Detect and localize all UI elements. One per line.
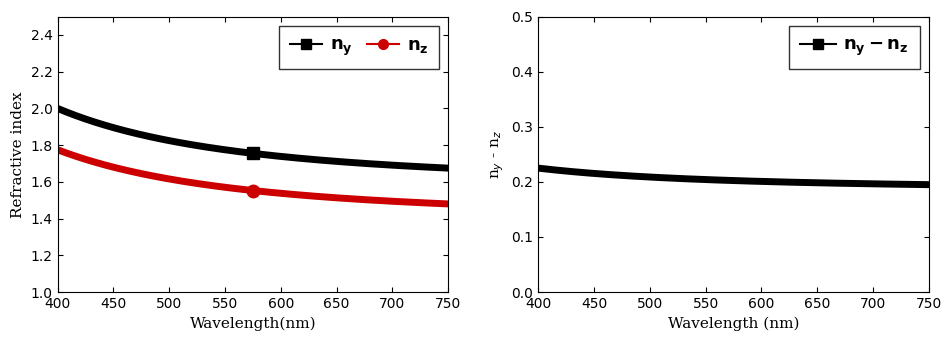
$\mathbf{n_y}$$-$$\mathbf{n_z}$ <box>843 181 855 185</box>
$\mathbf{n_y}$$-$$\mathbf{n_z}$ <box>689 177 701 181</box>
$\mathbf{n_y}$$-$$\mathbf{n_z}$ <box>572 170 584 174</box>
Y-axis label: Refractive index: Refractive index <box>11 91 25 218</box>
$\mathbf{n_y}$$-$$\mathbf{n_z}$ <box>922 183 934 187</box>
Legend: $\mathbf{n_y - n_z}$: $\mathbf{n_y - n_z}$ <box>788 26 919 69</box>
$\mathbf{n_y}$ <box>51 106 63 110</box>
$\mathbf{n_z}$ <box>363 198 374 202</box>
Y-axis label: n$_y$ - n$_z$: n$_y$ - n$_z$ <box>488 130 506 179</box>
$\mathbf{n_y}$$-$$\mathbf{n_z}$ <box>532 166 544 170</box>
$\mathbf{n_z}$ <box>320 195 331 199</box>
$\mathbf{n_z}$ <box>442 202 453 206</box>
$\mathbf{n_y}$$-$$\mathbf{n_z}$ <box>704 178 715 182</box>
$\mathbf{n_y}$ <box>320 158 331 162</box>
$\mathbf{n_y}$$-$$\mathbf{n_z}$ <box>836 181 847 185</box>
Line: $\mathbf{n_z}$: $\mathbf{n_z}$ <box>57 150 447 204</box>
$\mathbf{n_y}$ <box>356 161 367 165</box>
X-axis label: Wavelength (nm): Wavelength (nm) <box>667 316 799 331</box>
$\mathbf{n_z}$ <box>209 184 221 188</box>
$\mathbf{n_y}$ <box>224 148 235 153</box>
$\mathbf{n_z}$ <box>356 197 367 201</box>
$\mathbf{n_z}$ <box>224 186 235 190</box>
$\mathbf{n_y}$ <box>209 146 221 150</box>
X-axis label: Wavelength(nm): Wavelength(nm) <box>189 316 316 331</box>
$\mathbf{n_y}$$-$$\mathbf{n_z}$ <box>800 181 811 185</box>
$\mathbf{n_z}$ <box>91 161 103 165</box>
Line: $\mathbf{n_y}$$-$$\mathbf{n_z}$: $\mathbf{n_y}$$-$$\mathbf{n_z}$ <box>538 168 928 185</box>
$\mathbf{n_y}$ <box>442 166 453 170</box>
Line: $\mathbf{n_y}$: $\mathbf{n_y}$ <box>57 108 447 168</box>
$\mathbf{n_y}$ <box>363 162 374 166</box>
$\mathbf{n_z}$ <box>51 148 63 152</box>
Legend: $\mathbf{n}$$_\mathbf{y}$, $\mathbf{n}$$_\mathbf{z}$: $\mathbf{n}$$_\mathbf{y}$, $\mathbf{n}$$… <box>279 26 439 69</box>
$\mathbf{n_y}$ <box>91 121 103 125</box>
